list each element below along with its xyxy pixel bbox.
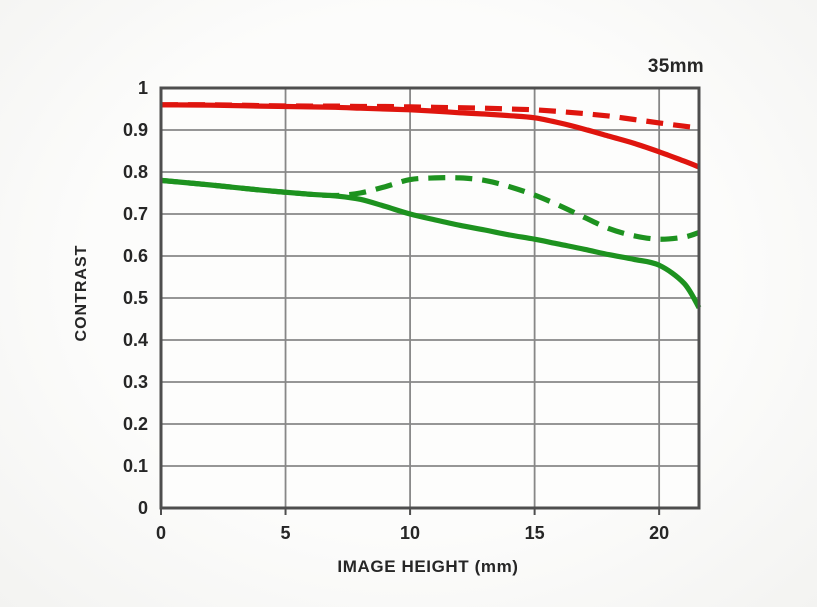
chart-title: 35mm bbox=[647, 56, 704, 77]
y-tick-label: 1 bbox=[137, 78, 148, 98]
x-tick-label: 20 bbox=[649, 523, 670, 543]
x-axis-title: IMAGE HEIGHT (mm) bbox=[337, 557, 519, 576]
x-tick-label: 15 bbox=[524, 523, 545, 543]
y-tick-label: 0.5 bbox=[122, 288, 148, 308]
curve-red-solid bbox=[160, 102, 700, 170]
y-tick-label: 0.1 bbox=[122, 456, 148, 476]
y-tick-label: 0.4 bbox=[122, 330, 148, 350]
y-tick-label: 0.9 bbox=[122, 120, 148, 140]
x-tick-label: 5 bbox=[280, 523, 291, 543]
x-tick-label: 10 bbox=[400, 523, 421, 543]
y-tick-label: 0.8 bbox=[122, 162, 148, 182]
plot-frame bbox=[159, 86, 701, 510]
y-tick-label: 0.2 bbox=[122, 414, 148, 434]
curve-red-dashed bbox=[160, 102, 700, 131]
x-tick-label: 0 bbox=[155, 523, 167, 543]
y-tick-label: 0.7 bbox=[122, 204, 148, 224]
y-axis-title: CONTRAST bbox=[73, 244, 90, 342]
y-tick-label: 0.3 bbox=[122, 372, 148, 392]
y-tick-label: 0.6 bbox=[122, 246, 148, 266]
curve-green-solid bbox=[160, 177, 702, 310]
y-tick-label: 0 bbox=[137, 498, 148, 518]
